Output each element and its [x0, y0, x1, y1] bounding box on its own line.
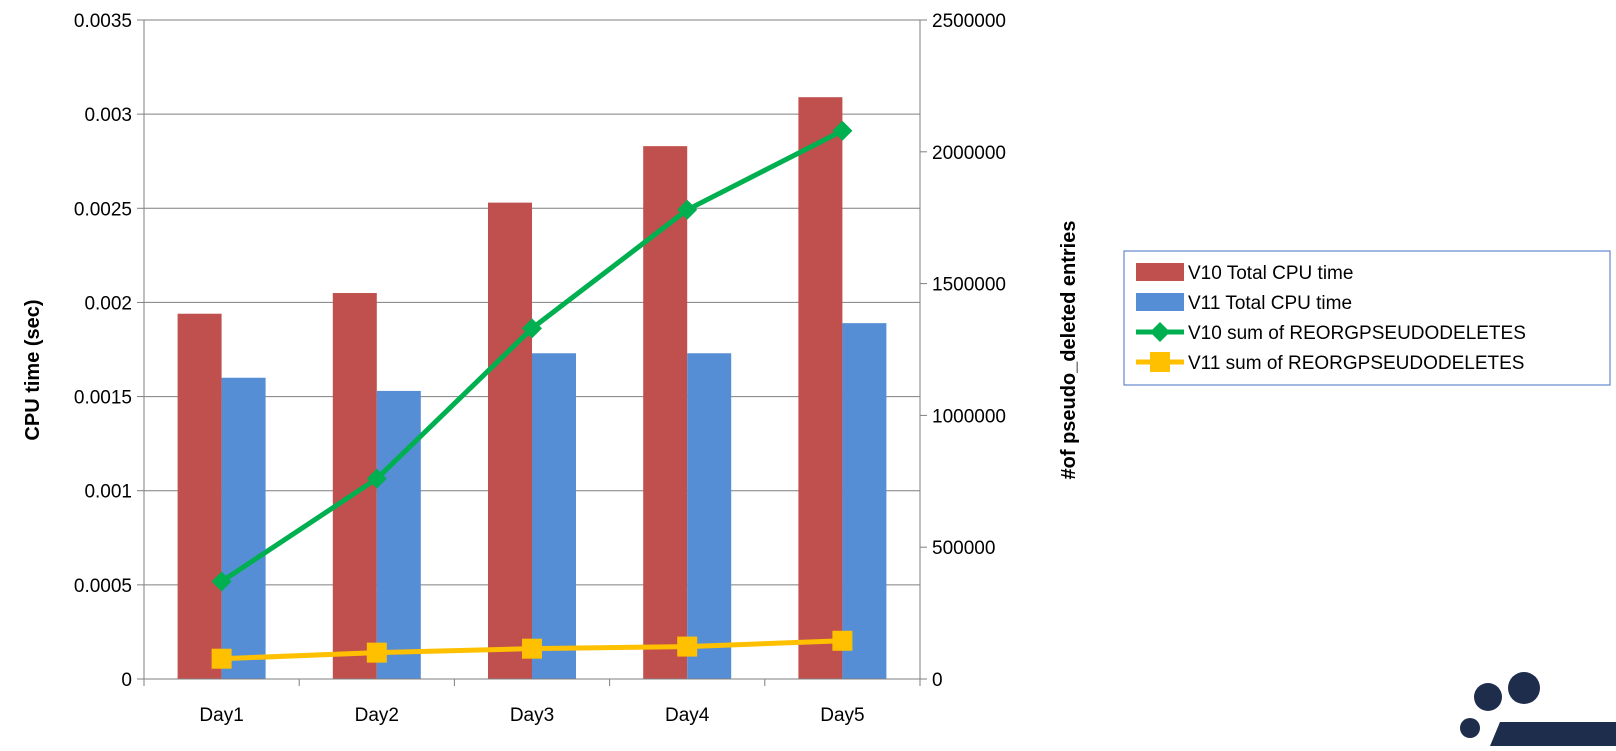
logo-mark — [1490, 722, 1616, 746]
point-v11-sum-of-reorgpseudodeletes — [832, 630, 853, 651]
series-lines — [211, 120, 853, 669]
point-v11-sum-of-reorgpseudodeletes — [677, 636, 698, 657]
point-v10-sum-of-reorgpseudodeletes — [832, 120, 853, 141]
x-tick-label: Day3 — [510, 705, 554, 726]
point-v11-sum-of-reorgpseudodeletes — [211, 648, 232, 669]
point-v10-sum-of-reorgpseudodeletes — [211, 571, 232, 592]
y-left-tick-label: 0.0025 — [74, 199, 132, 220]
tick-labels: 0 0.0005 0.001 0.0015 0.002 0.0025 0.003 0.0035… — [74, 11, 1006, 726]
y-left-tick-label: 0 — [121, 670, 132, 691]
y-left-tick-label: 0.0015 — [74, 388, 132, 409]
point-v10-sum-of-reorgpseudodeletes — [366, 468, 387, 489]
bar-v11-total-cpu-time — [687, 353, 732, 679]
x-tick-label: Day1 — [199, 705, 243, 726]
y-right-tick-label: 1500000 — [932, 275, 1006, 296]
legend-label-v11-sum-of-reorgpseudodeletes: V11 sum of REORGPSEUDODELETES — [1188, 353, 1524, 374]
x-tick-label: Day2 — [355, 705, 399, 726]
legend-label-v10-total-cpu-time: V10 Total CPU time — [1188, 263, 1353, 284]
bar-v11-total-cpu-time — [221, 377, 266, 679]
y-right-tick-label: 2000000 — [932, 143, 1006, 164]
y-left-axis-title: CPU time (sec) — [22, 299, 44, 440]
y-right-axis-title: #of pseudo_deleted entries — [1058, 221, 1080, 480]
point-v10-sum-of-reorgpseudodeletes — [522, 318, 542, 339]
legend-label-v11-total-cpu-time: V11 Total CPU time — [1188, 293, 1352, 314]
y-right-tick-label: 2500000 — [932, 11, 1006, 32]
point-v10-sum-of-reorgpseudodeletes — [677, 199, 698, 220]
y-right-tick-label: 0 — [932, 670, 943, 691]
logo-dot — [1508, 672, 1540, 704]
point-v11-sum-of-reorgpseudodeletes — [366, 642, 387, 663]
bar-v10-total-cpu-time — [798, 97, 843, 679]
legend-box — [1123, 250, 1611, 386]
y-left-tick-label: 0.002 — [84, 293, 132, 314]
logo-dot — [1474, 683, 1502, 711]
bars — [177, 97, 887, 679]
bar-v11-total-cpu-time — [842, 323, 887, 679]
y-right-tick-label: 500000 — [932, 538, 995, 559]
bar-v11-total-cpu-time — [532, 353, 576, 679]
bar-v11-total-cpu-time — [376, 390, 421, 679]
point-v11-sum-of-reorgpseudodeletes — [522, 638, 542, 659]
y-right-tick-label: 1000000 — [932, 406, 1006, 427]
y-left-tick-label: 0.001 — [84, 482, 132, 503]
logo-dot — [1460, 718, 1480, 738]
y-left-tick-label: 0.003 — [84, 105, 132, 126]
axes — [137, 19, 927, 686]
x-tick-label: Day5 — [820, 705, 864, 726]
y-left-tick-label: 0.0005 — [74, 576, 132, 597]
legend-marker-v10-sum-of-reorgpseudodeletes — [1150, 322, 1170, 342]
legend: V10 Total CPU time V11 Total CPU time V10 … — [1123, 250, 1611, 386]
legend-marker-v11-sum-of-reorgpseudodeletes — [1150, 352, 1170, 372]
logo — [1460, 672, 1616, 746]
y-left-tick-label: 0.0035 — [74, 11, 132, 32]
legend-swatch-v10-total-cpu-time — [1136, 263, 1184, 281]
legend-label-v10-sum-of-reorgpseudodeletes: V10 sum of REORGPSEUDODELETES — [1188, 323, 1526, 344]
bar-v10-total-cpu-time — [177, 313, 222, 679]
x-tick-label: Day4 — [665, 705, 710, 726]
legend-swatch-v11-total-cpu-time — [1136, 293, 1184, 311]
bar-v10-total-cpu-time — [488, 202, 532, 679]
